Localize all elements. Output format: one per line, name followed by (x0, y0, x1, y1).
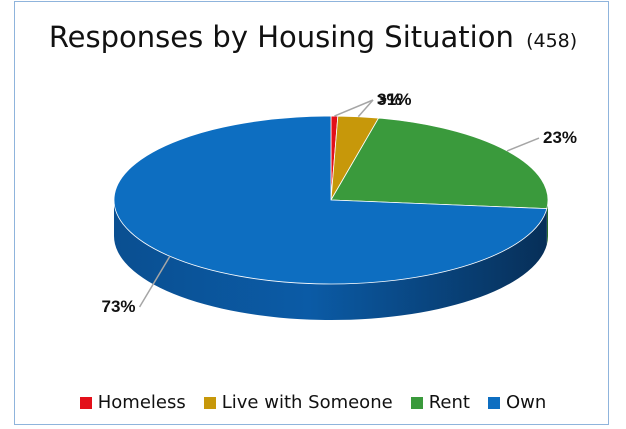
pie-side-own (114, 200, 547, 321)
legend-label-own: Own (505, 392, 547, 413)
leader-line-homeless (334, 99, 374, 117)
chart-title-text: Responses by Housing Situation (48, 20, 514, 54)
legend-swatch-live-with-someone (203, 396, 216, 409)
pie-slice-own (113, 115, 548, 285)
legend-label-rent: Rent (428, 392, 470, 413)
data-labels: >1%3% 23% 73% (102, 90, 578, 316)
legend-item-own: Own (487, 392, 547, 413)
leader-line-live-with-someone (357, 99, 374, 118)
data-label-own: 73% (102, 297, 136, 316)
pie-side (114, 200, 548, 321)
data-label-homeless: >1% (377, 90, 412, 109)
leader-line-own (138, 255, 171, 308)
legend-item-live-with-someone: Live with Someone (203, 392, 393, 413)
legend-item-rent: Rent (410, 392, 470, 413)
legend-item-homeless: Homeless (79, 392, 186, 413)
leader-lines (138, 99, 540, 308)
legend: Homeless Live with Someone Rent Own (0, 392, 626, 413)
chart-title: Responses by Housing Situation (458) (0, 20, 626, 54)
legend-swatch-rent (410, 396, 423, 409)
legend-label-homeless: Homeless (97, 392, 186, 413)
legend-label-live-with-someone: Live with Someone (221, 392, 393, 413)
data-label-rent: 23% (543, 128, 577, 147)
pie-side-rent (546, 200, 548, 245)
pie-top (113, 115, 549, 285)
leader-line-rent (506, 137, 540, 152)
legend-swatch-own (487, 396, 500, 409)
legend-swatch-homeless (79, 396, 92, 409)
chart-response-count: (458) (526, 30, 578, 52)
data-label-live-with-someone: 3% (377, 90, 402, 109)
